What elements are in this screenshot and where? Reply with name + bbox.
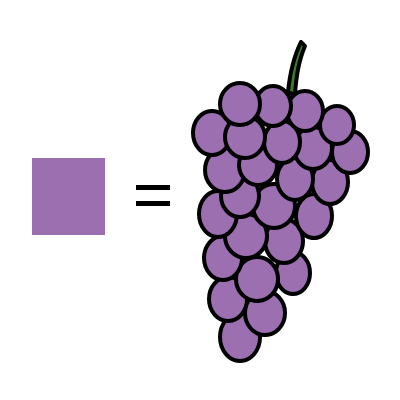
equals-bar-top: [136, 185, 170, 190]
equals-sign: [136, 185, 170, 207]
grape-berries: [191, 81, 370, 363]
grape-berry: [318, 104, 356, 146]
grape-stem: [286, 40, 307, 97]
purple-color-swatch: [32, 158, 105, 235]
equals-bar-bottom: [136, 201, 170, 206]
grape-berry: [218, 81, 262, 127]
